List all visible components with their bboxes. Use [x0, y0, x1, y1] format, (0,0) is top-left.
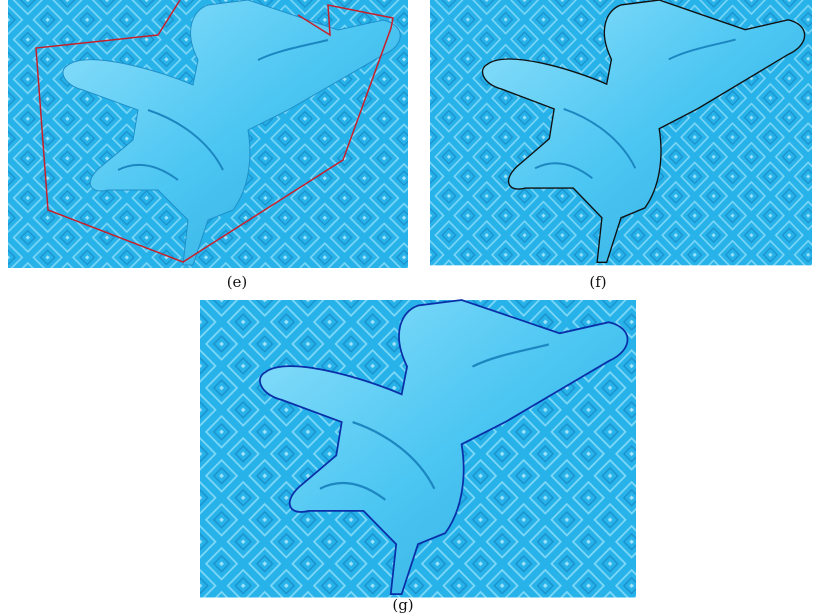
panel-e: [8, 0, 408, 268]
panel-g: [200, 300, 636, 597]
page: (e) (f) (g) (() => { const data = JSON.p…: [0, 0, 817, 616]
figure: (e) (f) (g): [0, 0, 817, 616]
panel-label: (f): [589, 273, 606, 291]
panel-f: [430, 0, 812, 265]
panel-image: [430, 0, 812, 265]
panel-image: [200, 300, 636, 597]
panel-image: [8, 0, 408, 268]
panel-label: (g): [392, 596, 413, 614]
panel-label: (e): [227, 273, 248, 291]
